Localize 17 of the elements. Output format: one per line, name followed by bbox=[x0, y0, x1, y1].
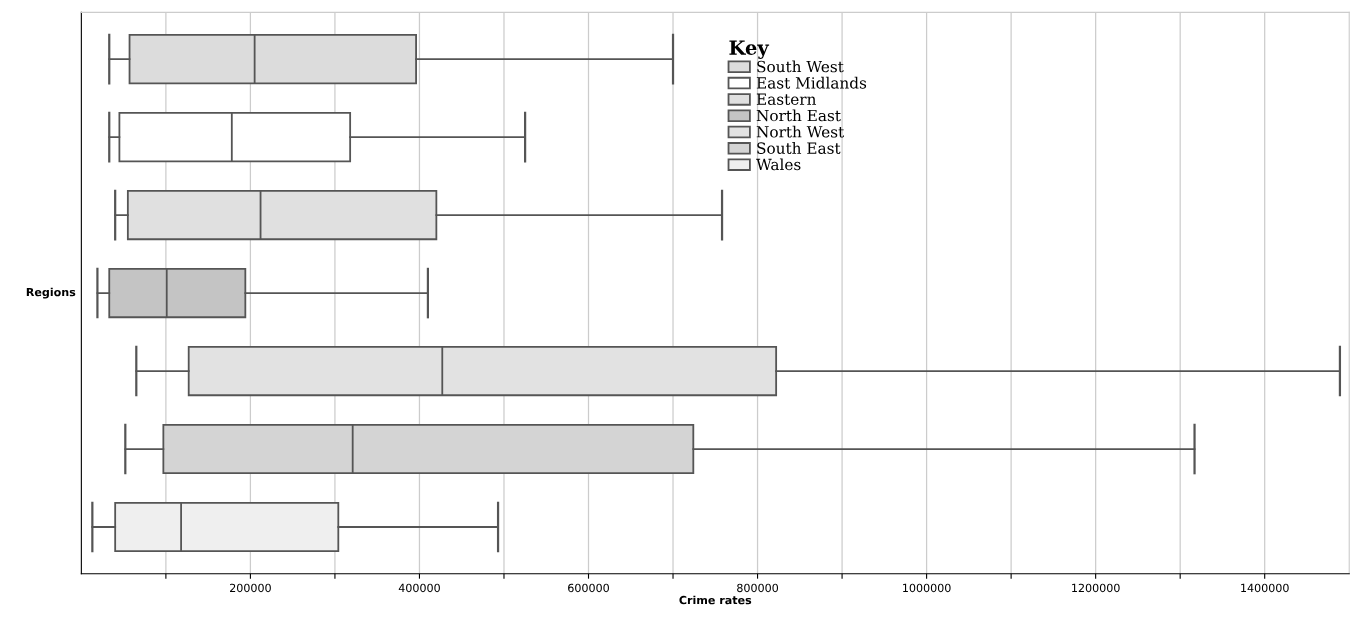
legend-label: Wales bbox=[756, 158, 801, 171]
legend-label: South East bbox=[757, 142, 841, 154]
x-tick-label: 400000 bbox=[398, 583, 440, 593]
legend-label: North West bbox=[756, 125, 845, 138]
legend-label: North East bbox=[756, 109, 841, 122]
legend-title: Key bbox=[729, 40, 770, 59]
x-axis-title: Crime rates bbox=[679, 595, 752, 605]
x-tick-label: 1000000 bbox=[903, 583, 951, 593]
x-tick-label: 200000 bbox=[230, 583, 271, 593]
legend-label: East Midlands bbox=[756, 76, 867, 89]
legend-label: Eastern bbox=[756, 93, 817, 105]
x-tick-label: 1200000 bbox=[1072, 583, 1120, 593]
legend-label: South West bbox=[757, 60, 844, 73]
y-axis-title: Regions bbox=[26, 287, 76, 299]
x-tick-label: 1400000 bbox=[1241, 583, 1289, 593]
x-tick-label: 600000 bbox=[568, 583, 609, 593]
x-tick-label: 800000 bbox=[737, 583, 779, 593]
